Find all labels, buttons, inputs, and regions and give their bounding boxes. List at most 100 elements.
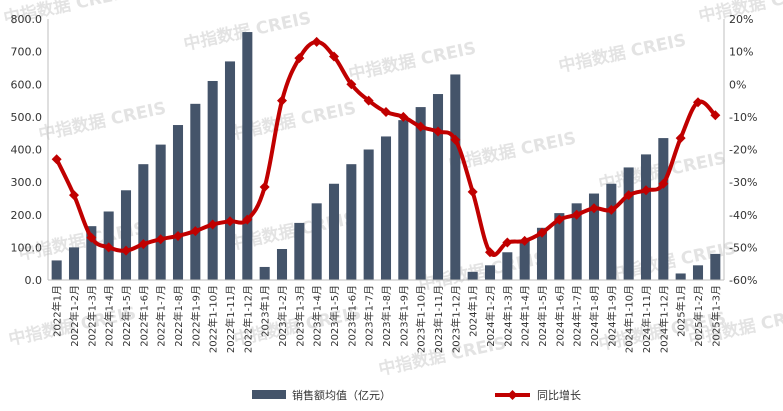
line-point [450, 134, 461, 145]
legend: 销售额均值（亿元） 同比增长 [252, 388, 581, 402]
x-tick-label: 2022年1-6月 [137, 285, 150, 347]
x-tick-label: 2024年1-3月 [501, 285, 514, 347]
x-tick-label: 2023年1-11月 [432, 285, 445, 353]
line-point [294, 53, 305, 64]
line-point [571, 209, 582, 220]
bar [623, 167, 634, 280]
x-tick-label: 2024年1-2月 [484, 285, 497, 347]
bar [51, 260, 62, 280]
bar [554, 213, 565, 280]
right-tick-label: 0% [729, 78, 746, 91]
bar [276, 249, 288, 280]
x-tick-label: 2022年1-3月 [85, 285, 98, 347]
right-axis-ticks: -60% -50% -40% -30% -20% -10% 0% 10% 20% [729, 13, 757, 287]
line-point [433, 126, 443, 137]
line-point [311, 36, 322, 47]
bar [571, 203, 582, 280]
x-tick-label: 2024年1-6月 [553, 285, 566, 347]
left-tick-label: 0.0 [25, 274, 43, 287]
line-point [190, 226, 201, 237]
bar [710, 253, 721, 280]
x-tick-label: 2023年1-6月 [345, 285, 358, 347]
line-point [207, 219, 218, 230]
x-axis-ticks: 2022年1月 2022年1-2月 2022年1-3月 2022年1-4月 2022年1… [51, 285, 723, 353]
line-point [589, 203, 599, 214]
x-tick-label: 2024年1-5月 [536, 285, 549, 347]
bar [640, 154, 652, 280]
right-tick-label: -30% [729, 176, 757, 189]
bar [311, 203, 322, 280]
x-tick-label: 2024年1-10月 [623, 285, 636, 353]
line-point [173, 230, 183, 241]
bar [484, 265, 496, 280]
bar [692, 265, 704, 280]
legend-line-marker [507, 390, 518, 400]
line-point [138, 239, 149, 250]
bar [346, 164, 357, 280]
x-tick-label: 2023年1-8月 [380, 285, 393, 347]
x-tick-label: 2022年1-9月 [189, 285, 202, 347]
bar [363, 149, 374, 280]
right-tick-label: -10% [729, 111, 757, 124]
line-point [502, 237, 513, 248]
bar [224, 61, 236, 280]
line-point [658, 178, 669, 189]
bar [606, 183, 617, 280]
line-point [710, 110, 721, 121]
bar [155, 144, 166, 280]
left-tick-label: 800.0 [11, 13, 43, 26]
line-point [467, 186, 478, 197]
x-tick-label: 2023年1-7月 [363, 285, 376, 347]
line-point [519, 235, 530, 246]
right-tick-label: 10% [729, 46, 753, 59]
x-tick-label: 2025年1月 [675, 285, 688, 337]
line-point [259, 182, 270, 193]
line-point [381, 106, 391, 117]
x-tick-label: 2022年1-7月 [155, 285, 168, 347]
x-tick-label: 2024年1-9月 [605, 285, 618, 347]
x-tick-label: 2024年1-11月 [640, 285, 653, 353]
right-tick-label: -20% [729, 144, 757, 157]
line-point [485, 247, 495, 258]
line-point [415, 121, 426, 132]
bar [588, 193, 600, 280]
line-point [363, 95, 374, 106]
left-tick-label: 500.0 [11, 111, 43, 124]
axes [47, 19, 725, 281]
line-point [641, 185, 651, 196]
x-tick-label: 2022年1月 [51, 285, 64, 337]
left-tick-label: 100.0 [11, 241, 43, 254]
line-point [693, 97, 703, 108]
bar [432, 94, 444, 280]
bar [294, 222, 305, 280]
line-point [121, 245, 131, 256]
left-tick-label: 700.0 [11, 46, 43, 59]
bar [328, 183, 340, 280]
bar [450, 74, 461, 281]
left-axis-ticks: 0.0 100.0 200.0 300.0 400.0 500.0 600.0 700.0 80… [11, 13, 43, 287]
x-tick-label: 2024年1-7月 [571, 285, 584, 347]
x-tick-label: 2025年1-2月 [692, 285, 705, 347]
bar [415, 107, 426, 281]
line-point [155, 234, 166, 245]
x-tick-label: 2023年1-5月 [328, 285, 341, 347]
bar [172, 125, 184, 280]
x-tick-label: 2023年1月 [259, 285, 272, 337]
line-point [346, 79, 357, 90]
x-tick-label: 2023年1-9月 [397, 285, 410, 347]
line-point [103, 242, 114, 253]
bar [467, 271, 478, 280]
bar [536, 227, 548, 280]
x-tick-label: 2025年1-3月 [709, 285, 722, 347]
line-point [242, 214, 253, 225]
line-point [225, 216, 235, 227]
bar [658, 138, 669, 280]
bar [519, 240, 530, 280]
x-tick-label: 2024年1月 [467, 285, 480, 337]
right-tick-label: 20% [729, 13, 753, 26]
x-tick-label: 2022年1-2月 [68, 285, 81, 347]
watermark-text: 中指数据 CREIS [37, 97, 168, 145]
right-tick-label: -50% [729, 241, 757, 254]
x-tick-label: 2022年1-5月 [120, 285, 133, 347]
